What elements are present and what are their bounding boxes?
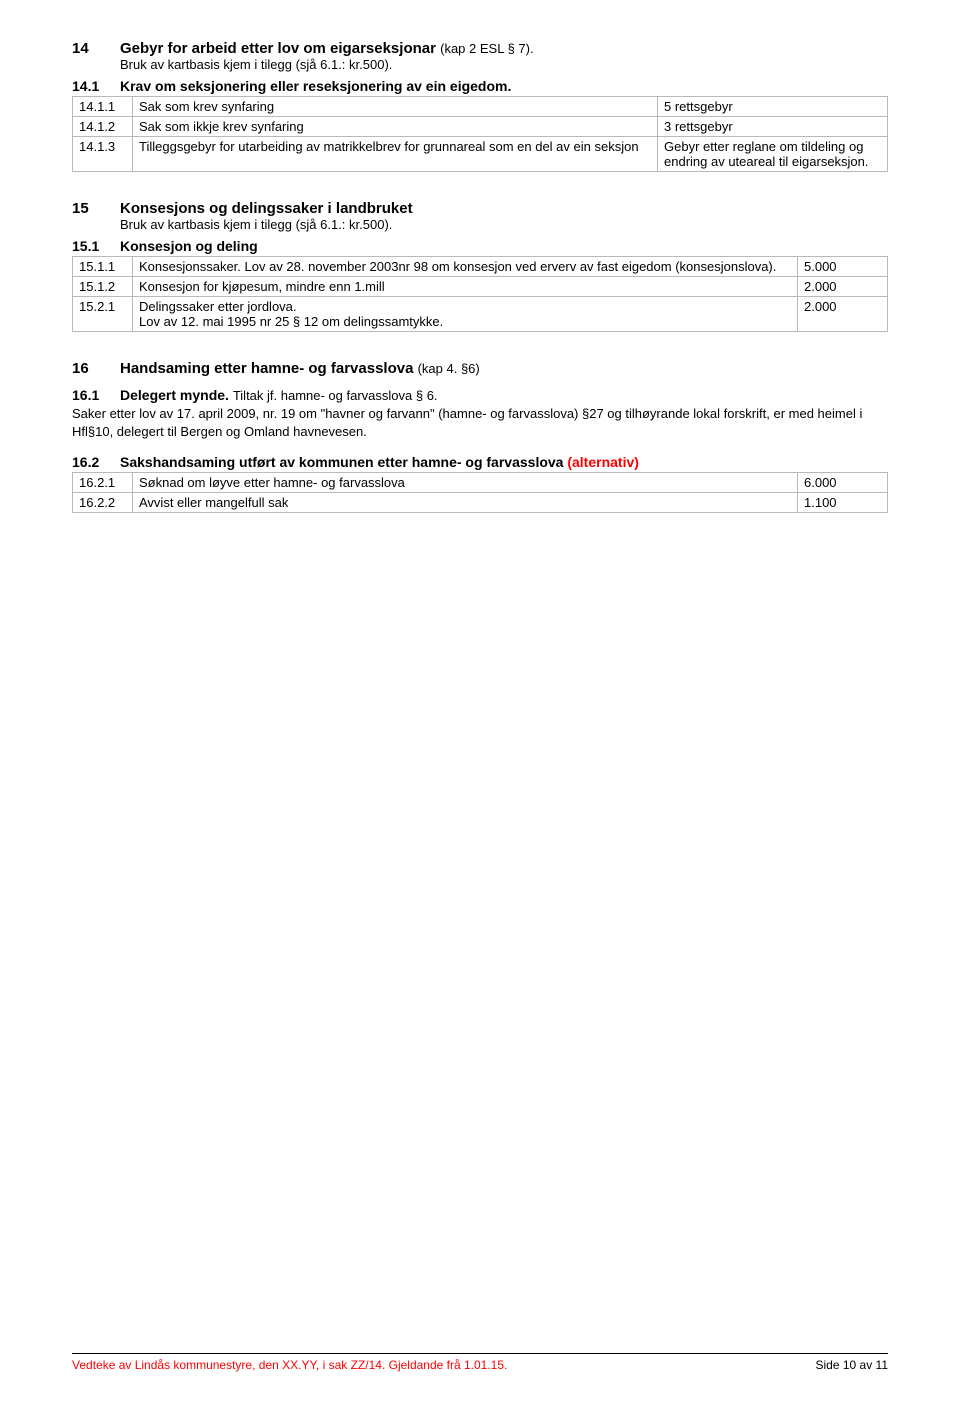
section-14-title-light: (kap 2 ESL § 7).	[440, 41, 533, 56]
footer-right: Side 10 av 11	[816, 1358, 889, 1372]
cell-num: 16.2.2	[73, 493, 133, 513]
table-row: 15.2.1 Delingssaker etter jordlova.Lov a…	[73, 297, 888, 332]
cell-desc: Søknad om løyve etter hamne- og farvassl…	[133, 473, 798, 493]
section-16-heading: 16 Handsaming etter hamne- og farvasslov…	[72, 360, 888, 377]
cell-num: 16.2.1	[73, 473, 133, 493]
table-row: 16.2.2 Avvist eller mangelfull sak 1.100	[73, 493, 888, 513]
cell-val: 2.000	[798, 277, 888, 297]
heading-15-1-title: Konsesjon og deling	[120, 238, 258, 254]
footer-left: Vedteke av Lindås kommunestyre, den XX.Y…	[72, 1358, 507, 1372]
cell-val: 1.100	[798, 493, 888, 513]
section-14-title: Gebyr for arbeid etter lov om eigarseksj…	[120, 40, 440, 57]
cell-desc: Sak som krev synfaring	[133, 97, 658, 117]
cell-desc: Tilleggsgebyr for utarbeiding av matrikk…	[133, 137, 658, 172]
cell-val: 5.000	[798, 257, 888, 277]
table-16: 16.2.1 Søknad om løyve etter hamne- og f…	[72, 472, 888, 513]
cell-num: 15.2.1	[73, 297, 133, 332]
table-row: 16.2.1 Søknad om løyve etter hamne- og f…	[73, 473, 888, 493]
cell-num: 15.1.2	[73, 277, 133, 297]
section-16-title-light: (kap 4. §6)	[418, 361, 480, 376]
section-15-num: 15	[72, 200, 120, 217]
cell-num: 14.1.3	[73, 137, 133, 172]
section-14-title-wrap: Gebyr for arbeid etter lov om eigarseksj…	[120, 40, 534, 57]
section-15-title: Konsesjons og delingssaker i landbruket	[120, 200, 413, 217]
table-row: 15.1.2 Konsesjon for kjøpesum, mindre en…	[73, 277, 888, 297]
cell-val: Gebyr etter reglane om tildeling og endr…	[658, 137, 888, 172]
heading-16-2-title: Sakshandsaming utført av kommunen etter …	[120, 454, 567, 470]
section-14-num: 14	[72, 40, 120, 57]
table-15: 15.1.1 Konsesjonssaker. Lov av 28. novem…	[72, 256, 888, 332]
heading-16-2-red: (alternativ)	[567, 454, 639, 470]
table-row: 14.1.3 Tilleggsgebyr for utarbeiding av …	[73, 137, 888, 172]
heading-16-2-num: 16.2	[72, 454, 120, 470]
page-footer: Vedteke av Lindås kommunestyre, den XX.Y…	[72, 1353, 888, 1372]
section-16-num: 16	[72, 360, 120, 377]
section-16-title-wrap: Handsaming etter hamne- og farvasslova (…	[120, 360, 480, 377]
section-15-heading: 15 Konsesjons og delingssaker i landbruk…	[72, 200, 888, 217]
section-14-heading: 14 Gebyr for arbeid etter lov om eigarse…	[72, 40, 888, 57]
heading-16-2-title-wrap: Sakshandsaming utført av kommunen etter …	[120, 454, 639, 470]
cell-num: 14.1.1	[73, 97, 133, 117]
cell-num: 14.1.2	[73, 117, 133, 137]
cell-desc-main: Delingssaker etter jordlova.	[139, 299, 297, 314]
heading-14-1-title: Krav om seksjonering eller reseksjonerin…	[120, 78, 511, 94]
heading-14-1: 14.1 Krav om seksjonering eller reseksjo…	[72, 78, 888, 94]
cell-desc-sub: Lov av 12. mai 1995 nr 25 § 12 om deling…	[139, 314, 443, 329]
cell-desc: Konsesjonssaker. Lov av 28. november 200…	[133, 257, 798, 277]
heading-15-1-num: 15.1	[72, 238, 120, 254]
cell-val: 3 rettsgebyr	[658, 117, 888, 137]
para-16-1: Saker etter lov av 17. april 2009, nr. 1…	[72, 405, 888, 440]
heading-16-1: 16.1 Delegert mynde. Tiltak jf. hamne- o…	[72, 387, 888, 403]
cell-desc: Konsesjon for kjøpesum, mindre enn 1.mil…	[133, 277, 798, 297]
cell-val: 6.000	[798, 473, 888, 493]
heading-15-1: 15.1 Konsesjon og deling	[72, 238, 888, 254]
cell-desc-main: Konsesjonssaker.	[139, 259, 245, 274]
cell-val: 2.000	[798, 297, 888, 332]
cell-desc: Delingssaker etter jordlova.Lov av 12. m…	[133, 297, 798, 332]
cell-num: 15.1.1	[73, 257, 133, 277]
table-row: 14.1.1 Sak som krev synfaring 5 rettsgeb…	[73, 97, 888, 117]
heading-16-1-title: Delegert mynde.	[120, 387, 233, 403]
table-14: 14.1.1 Sak som krev synfaring 5 rettsgeb…	[72, 96, 888, 172]
cell-desc: Sak som ikkje krev synfaring	[133, 117, 658, 137]
cell-val: 5 rettsgebyr	[658, 97, 888, 117]
table-row: 15.1.1 Konsesjonssaker. Lov av 28. novem…	[73, 257, 888, 277]
heading-14-1-num: 14.1	[72, 78, 120, 94]
section-14-subnote: Bruk av kartbasis kjem i tilegg (sjå 6.1…	[120, 57, 888, 72]
heading-16-2: 16.2 Sakshandsaming utført av kommunen e…	[72, 454, 888, 470]
table-row: 14.1.2 Sak som ikkje krev synfaring 3 re…	[73, 117, 888, 137]
cell-desc-sub: Lov av 28. november 2003nr 98 om konsesj…	[245, 259, 777, 274]
section-16-title: Handsaming etter hamne- og farvasslova	[120, 360, 418, 377]
heading-16-1-light: Tiltak jf. hamne- og farvasslova § 6.	[233, 388, 438, 403]
section-15-subnote: Bruk av kartbasis kjem i tilegg (sjå 6.1…	[120, 217, 888, 232]
heading-16-1-title-wrap: Delegert mynde. Tiltak jf. hamne- og far…	[120, 387, 438, 403]
cell-desc: Avvist eller mangelfull sak	[133, 493, 798, 513]
heading-16-1-num: 16.1	[72, 387, 120, 403]
